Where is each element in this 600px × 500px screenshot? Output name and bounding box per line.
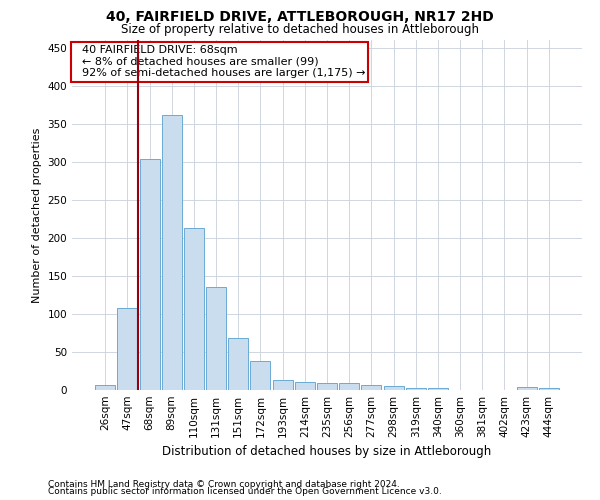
Bar [406,388,426,390]
Bar [228,338,248,390]
Text: Contains public sector information licensed under the Open Government Licence v3: Contains public sector information licen… [48,487,442,496]
Bar [428,388,448,390]
Bar [383,386,404,390]
Bar [361,386,382,390]
Bar [184,228,204,390]
Bar [118,308,137,390]
Bar [140,160,160,390]
Bar [339,383,359,390]
Bar [272,380,293,390]
Bar [206,286,226,390]
X-axis label: Distribution of detached houses by size in Attleborough: Distribution of detached houses by size … [163,446,491,458]
Text: Size of property relative to detached houses in Attleborough: Size of property relative to detached ho… [121,22,479,36]
Bar [317,383,337,390]
Bar [95,384,115,390]
Bar [517,387,536,390]
Text: 40, FAIRFIELD DRIVE, ATTLEBOROUGH, NR17 2HD: 40, FAIRFIELD DRIVE, ATTLEBOROUGH, NR17 … [106,10,494,24]
Bar [295,382,315,390]
Text: Contains HM Land Registry data © Crown copyright and database right 2024.: Contains HM Land Registry data © Crown c… [48,480,400,489]
Text: 40 FAIRFIELD DRIVE: 68sqm
  ← 8% of detached houses are smaller (99)
  92% of se: 40 FAIRFIELD DRIVE: 68sqm ← 8% of detach… [74,46,365,78]
Bar [162,114,182,390]
Bar [250,361,271,390]
Y-axis label: Number of detached properties: Number of detached properties [32,128,42,302]
Bar [539,388,559,390]
